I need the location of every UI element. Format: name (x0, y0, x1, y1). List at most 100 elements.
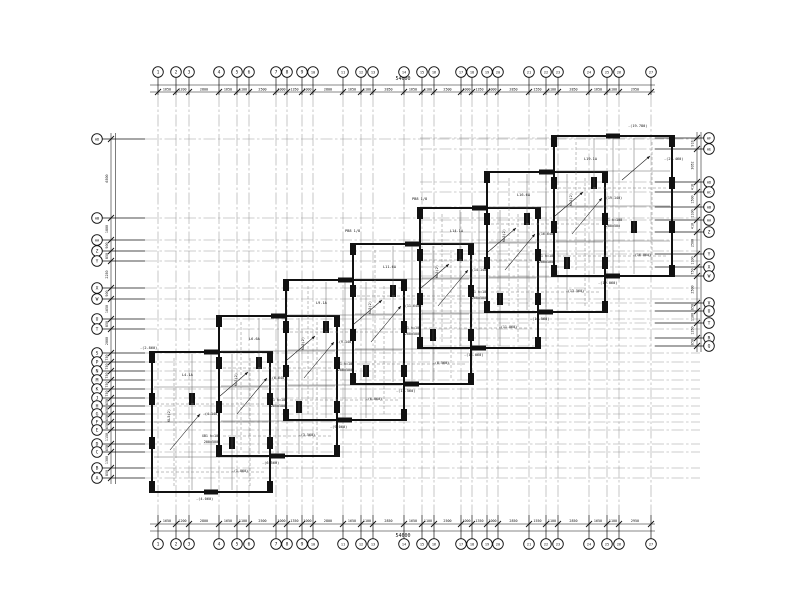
overall-dimension: 54600 (395, 533, 410, 539)
axis-bubble-circle (552, 66, 564, 78)
column (283, 409, 289, 421)
minor-elevation-label: -(6.060) (366, 397, 382, 401)
axis-bubble-circle (428, 538, 440, 550)
dimension-tick (154, 520, 162, 528)
axis-bubble-label: AF (707, 137, 711, 141)
slab-label: XB1 h=100 (269, 398, 287, 402)
axis-bubble: W (703, 270, 715, 282)
column (334, 401, 340, 413)
axis-bubble-label: Y (708, 252, 711, 258)
arrow-head (598, 198, 602, 202)
axis-bubble-label: 3 (188, 70, 191, 76)
slope-arrow (370, 305, 402, 343)
column (283, 279, 289, 291)
axis-bubble: 23 (552, 66, 564, 78)
axis-bubble: 25 (601, 66, 613, 78)
dimension-tick (468, 520, 476, 528)
annotation-text: -(19.060) (598, 281, 617, 285)
dimension-tick (693, 319, 701, 327)
axis-bubble-circle (170, 66, 182, 78)
dimension-value: 1100 (424, 88, 432, 92)
beam-size-label: 200x500 (405, 332, 419, 336)
axis-bubble-label: AD (707, 181, 711, 185)
dimension-value: 1000 (462, 519, 470, 523)
dimension-tick (693, 203, 701, 211)
axis-bubble-label: 7 (275, 70, 278, 76)
axis-bubble: AA (91, 234, 103, 246)
annotations: -(19.780) -(4.060) -(6.560) -(9.060) -(11.56… (140, 124, 683, 501)
dimension-value: 1100 (363, 88, 371, 92)
dimension-value: 650 (105, 445, 109, 451)
axis-bubble-circle (231, 538, 243, 550)
column (535, 293, 541, 305)
axis-bubble-circle (91, 472, 103, 484)
column (468, 329, 474, 341)
dimension-value: 1650 (163, 519, 171, 523)
dimension-value: 2500 (691, 239, 695, 247)
column (606, 133, 620, 139)
axis-bubble-circle (601, 66, 613, 78)
column (401, 409, 407, 421)
beam-size-label: 200x500 (271, 404, 285, 408)
axis-bubble: 12 (355, 66, 367, 78)
column (472, 345, 486, 351)
dimension-tick (418, 520, 426, 528)
column (283, 365, 289, 377)
column (669, 177, 675, 189)
column (334, 445, 340, 457)
column (468, 243, 474, 255)
room-note: L4.1A (182, 373, 194, 377)
dimension-tick (107, 474, 115, 482)
dimension-tick (107, 426, 115, 434)
column (334, 357, 340, 369)
axis-bubble-label: 4 (218, 70, 221, 76)
axis-bubble-circle (583, 538, 595, 550)
dimension-value: 2850 (509, 519, 517, 523)
elevation-label: -(19.140) (604, 196, 622, 200)
dimension-tick (298, 520, 306, 528)
axis-bubble-circle (183, 66, 195, 78)
axis-bubble-circle (613, 538, 625, 550)
dimension-value: 650 (105, 415, 109, 421)
dimension-tick (494, 88, 502, 96)
dimension-tick (107, 440, 115, 448)
column (204, 349, 218, 355)
axis-bubble-circle (243, 538, 255, 550)
dimension-value: 1000 (488, 88, 496, 92)
beam-label: KL5(2) (301, 337, 305, 350)
column (484, 257, 490, 269)
dimension-tick (693, 216, 701, 224)
axis-bubble: AD (91, 133, 103, 145)
column (484, 171, 490, 183)
dimension-value: 1550 (533, 88, 541, 92)
dimension-tick (693, 178, 701, 186)
dimension-tick (693, 188, 701, 196)
axis-bubble-circle (552, 538, 564, 550)
axis-bubble-circle (645, 538, 657, 550)
axis-bubble-label: 9 (301, 70, 304, 76)
column (149, 481, 155, 493)
axis-bubble-label: 21 (527, 71, 531, 75)
dimension-value: 1650 (163, 88, 171, 92)
dimension-tick (272, 520, 280, 528)
column (267, 393, 273, 405)
axis-bubble-label: Z (708, 230, 711, 236)
axis-bubble: 11 (337, 66, 349, 78)
axis-bubble-label: 26 (617, 71, 621, 75)
dimension-value: 650 (691, 339, 695, 345)
axis-bubble: 25 (601, 538, 613, 550)
arrow-head (244, 372, 248, 376)
column (216, 401, 222, 413)
axis-bubble-label: AA (707, 219, 712, 223)
column (271, 453, 285, 459)
axis-bubble: C (91, 446, 103, 458)
dimension-value: 2500 (443, 88, 451, 92)
dimension-value: 2500 (443, 519, 451, 523)
dimension-value: 1100 (691, 256, 695, 264)
axis-bubble: AB (703, 201, 715, 213)
dimension-tick (107, 257, 115, 265)
dimension-value: 1550 (533, 519, 541, 523)
slab-label: XB1 h=100 (202, 434, 220, 438)
slope-arrow (571, 197, 603, 235)
